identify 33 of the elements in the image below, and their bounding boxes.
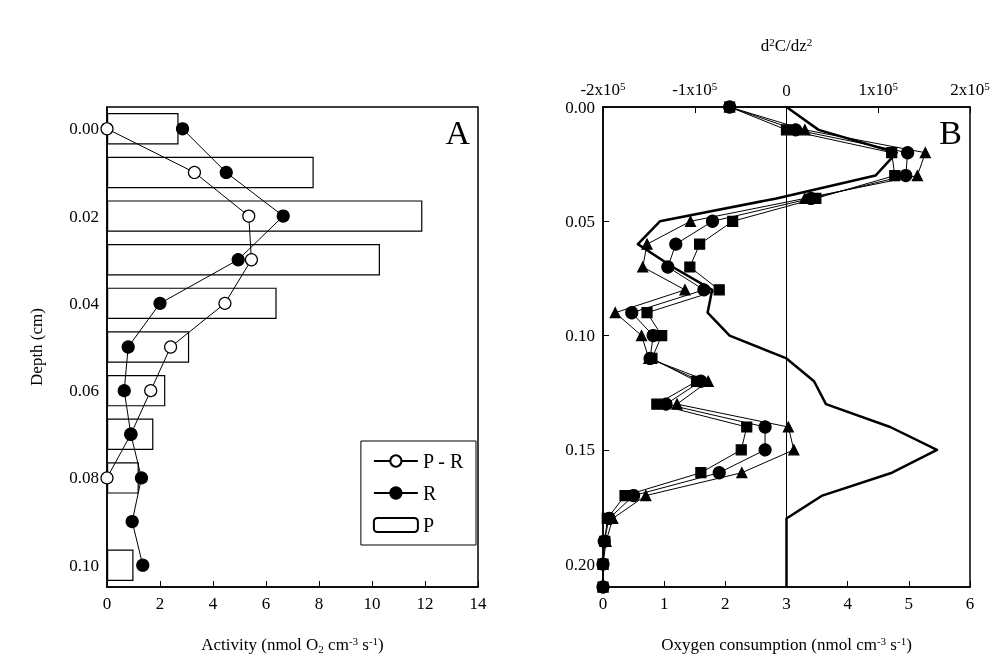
y-tick-label: 0.10 — [69, 555, 99, 575]
y-axis-title: Depth (cm) — [27, 308, 46, 386]
x-tick-label: 0 — [598, 594, 608, 613]
x-tick-label: 12 — [416, 594, 434, 613]
x-tick-label: 4 — [208, 594, 218, 613]
x-tick-label: 1 — [659, 594, 669, 613]
y-tick-label: 0.15 — [565, 440, 595, 460]
y-tick-label: 0.10 — [565, 326, 595, 346]
x-tick-label: 3 — [782, 594, 791, 613]
legend-label: P - R — [422, 450, 464, 472]
x-tick-label: 5 — [904, 594, 914, 613]
y-tick-label: 0.05 — [565, 211, 595, 231]
y-tick-label: 0.00 — [565, 97, 595, 117]
y-tick-label: 0.08 — [69, 468, 99, 488]
x-tick-label: 2 — [155, 594, 165, 613]
x-tick-label: 4 — [843, 594, 853, 613]
x-tick-label: 6 — [261, 594, 271, 613]
legend-label: R — [422, 482, 437, 504]
x2-tick-label: 0 — [782, 81, 791, 100]
y-tick-label: 0.00 — [69, 119, 99, 139]
x-tick-label: 8 — [314, 594, 324, 613]
x-tick-label: 0 — [102, 594, 112, 613]
y-tick-label: 0.04 — [69, 293, 100, 313]
y-tick-label: 0.02 — [69, 206, 99, 226]
y-tick-label: 0.06 — [69, 381, 99, 401]
x-tick-label: 6 — [965, 594, 975, 613]
annotation: A — [445, 113, 471, 151]
x-tick-label: 2 — [721, 594, 730, 613]
annotation: B — [939, 113, 963, 151]
legend-label: P — [422, 514, 434, 536]
y-tick-label: 0.20 — [565, 554, 595, 574]
x-tick-label: 14 — [469, 594, 487, 613]
x-tick-label: 10 — [363, 594, 381, 613]
